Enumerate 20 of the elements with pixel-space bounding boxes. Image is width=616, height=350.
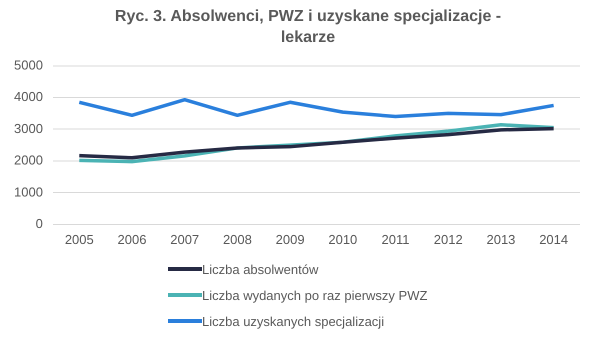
y-tick-label: 0 bbox=[36, 216, 43, 231]
legend-label: Liczba uzyskanych specjalizacji bbox=[202, 314, 384, 328]
legend-label: Liczba absolwentów bbox=[202, 262, 318, 276]
y-tick-label: 2000 bbox=[14, 152, 43, 168]
y-tick-label: 5000 bbox=[14, 57, 43, 72]
chart-title: Ryc. 3. Absolwenci, PWZ i uzyskane specjalizacje - lekarze bbox=[114, 7, 502, 48]
x-tick-label: 2006 bbox=[118, 232, 146, 247]
y-tick-label: 4000 bbox=[14, 89, 43, 104]
x-tick-label: 2009 bbox=[276, 232, 305, 247]
x-tick-label: 2013 bbox=[486, 232, 516, 247]
x-tick-label: 2007 bbox=[170, 232, 200, 247]
x-tick-label: 2010 bbox=[328, 232, 358, 247]
x-tick-label: 2012 bbox=[434, 232, 463, 247]
x-tick-label: 2011 bbox=[382, 232, 410, 247]
x-tick-label: 2014 bbox=[539, 232, 568, 247]
legend-label: Liczba wydanych po raz pierwszy PWZ bbox=[202, 288, 428, 302]
x-tick-label: 2005 bbox=[64, 232, 94, 247]
y-tick-label: 3000 bbox=[14, 120, 43, 136]
y-tick-label: 1000 bbox=[14, 184, 43, 200]
x-tick-label: 2008 bbox=[222, 232, 252, 247]
